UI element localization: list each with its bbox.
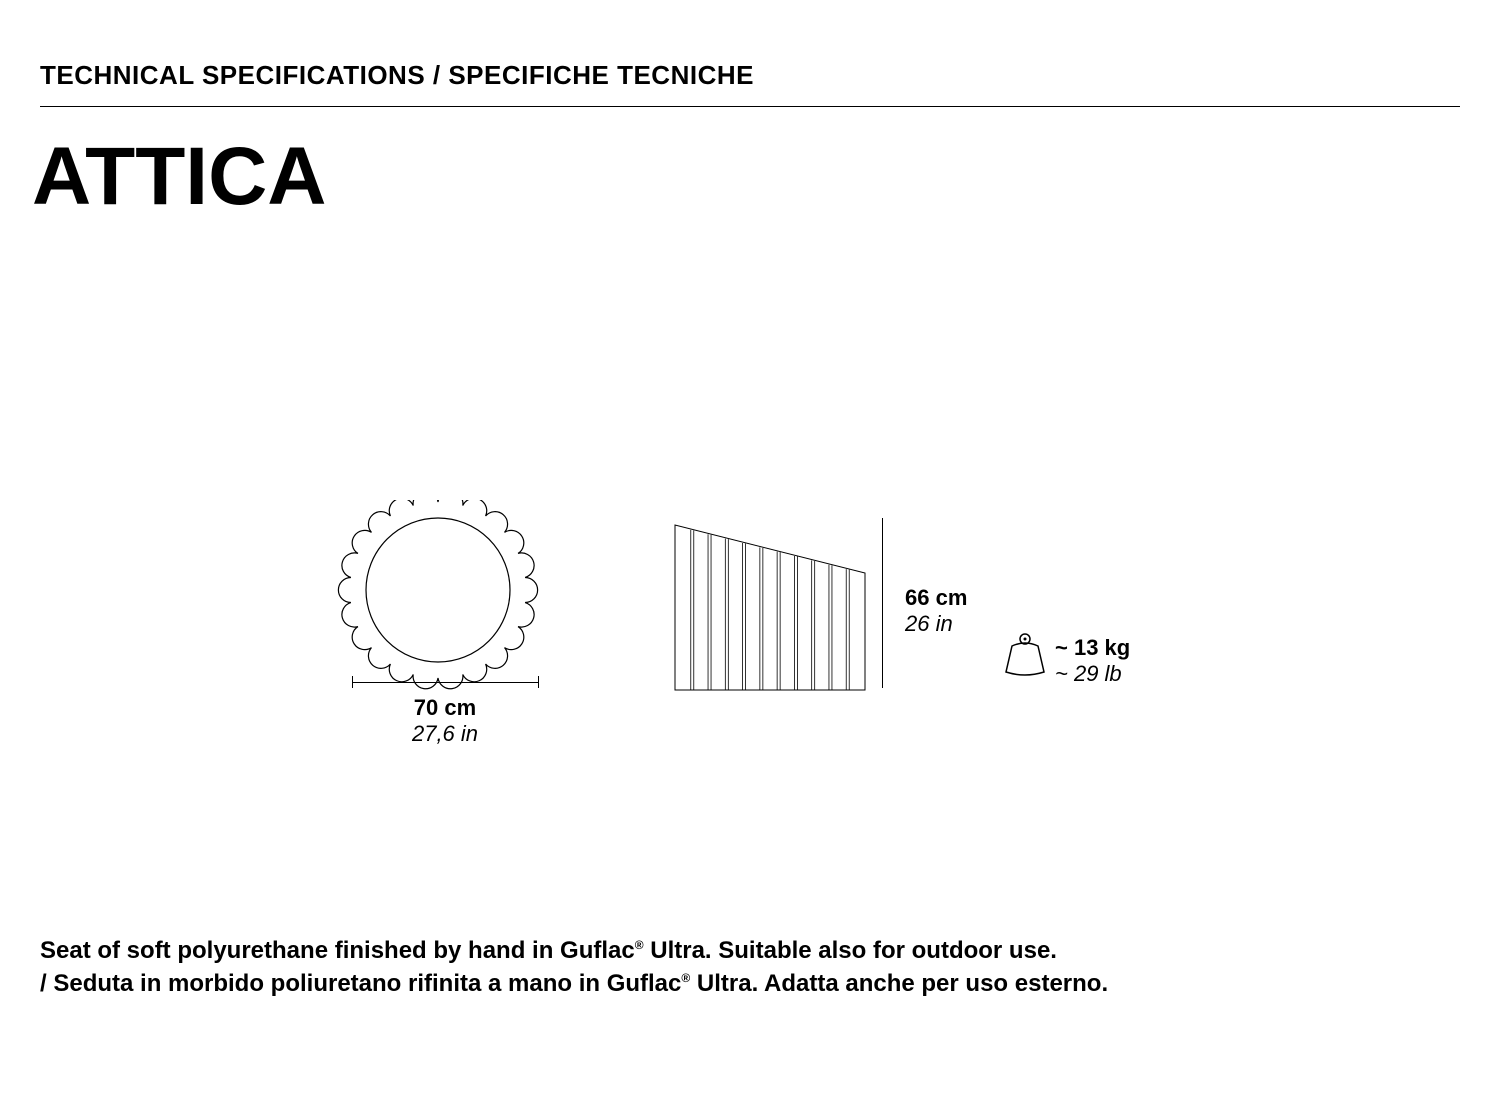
height-in: 26 in bbox=[905, 611, 967, 637]
top-view-diagram bbox=[310, 500, 570, 700]
width-dim-line bbox=[352, 682, 538, 683]
width-dim-tick bbox=[538, 676, 539, 688]
width-dim-tick bbox=[352, 676, 353, 688]
width-in: 27,6 in bbox=[385, 721, 505, 747]
height-cm: 66 cm bbox=[905, 585, 967, 611]
divider bbox=[40, 106, 1460, 107]
weight-lb: ~ 29 lb bbox=[1055, 661, 1130, 687]
weight-icon bbox=[1000, 630, 1050, 680]
desc-it-post: Ultra. Adatta anche per uso esterno. bbox=[690, 970, 1108, 997]
weight-label: ~ 13 kg ~ 29 lb bbox=[1055, 635, 1130, 687]
height-label: 66 cm 26 in bbox=[905, 585, 967, 637]
width-label: 70 cm 27,6 in bbox=[385, 695, 505, 747]
product-title: ATTICA bbox=[32, 130, 327, 224]
desc-en-pre: Seat of soft polyurethane finished by ha… bbox=[40, 937, 635, 964]
product-description: Seat of soft polyurethane finished by ha… bbox=[40, 935, 1108, 1000]
height-dim-line bbox=[882, 518, 883, 688]
section-header: TECHNICAL SPECIFICATIONS / SPECIFICHE TE… bbox=[40, 60, 754, 91]
side-view-diagram bbox=[670, 520, 880, 700]
reg-mark: ® bbox=[681, 971, 690, 985]
desc-it-pre: / Seduta in morbido poliuretano rifinita… bbox=[40, 970, 681, 997]
weight-kg: ~ 13 kg bbox=[1055, 635, 1130, 661]
width-cm: 70 cm bbox=[385, 695, 505, 721]
reg-mark: ® bbox=[635, 938, 644, 952]
diagram-area: 70 cm 27,6 in 66 cm 26 in ~ 13 kg ~ 29 l… bbox=[320, 500, 1220, 780]
desc-en-post: Ultra. Suitable also for outdoor use. bbox=[644, 937, 1057, 964]
